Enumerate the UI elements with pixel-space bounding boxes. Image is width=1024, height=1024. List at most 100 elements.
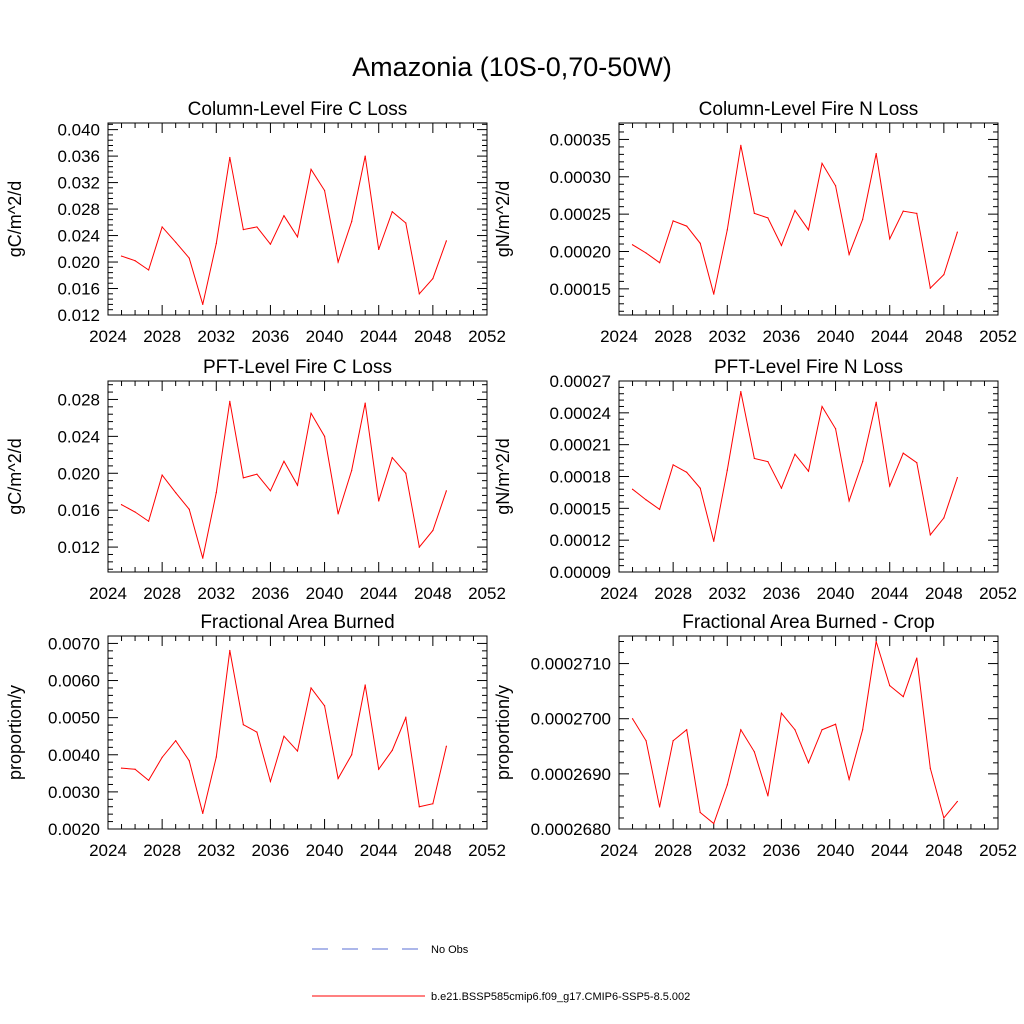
data-point [364,155,366,157]
data-point [351,754,353,756]
y-tick-label: 0.00009 [550,563,611,582]
data-point [269,243,272,245]
data-point [269,490,272,492]
data-point [391,456,393,459]
data-point [364,402,366,404]
data-point [686,729,688,731]
data-point [929,767,931,769]
y-tick-label: 0.00012 [550,531,611,550]
data-point [229,400,231,402]
data-point [713,293,715,295]
data-point [432,277,434,280]
data-point [862,461,864,463]
panels: Column-Level Fire C Loss 2024 2028 2032 2036… [5,99,1017,860]
legend: No Obs b.e21.BSSP585cmip6.f09_g17.CMIP6-… [312,944,690,1003]
y-tick-label: 0.032 [57,174,100,193]
data-point [659,262,661,264]
x-tick-label: 2052 [979,327,1017,346]
chart-panel-5: Fractional Area Burned 2024 2028 2032 2036 20… [5,612,506,860]
y-tick-label: 0.020 [57,464,100,483]
data-point [161,226,163,228]
plot-frame [107,122,488,316]
data-point [378,768,380,770]
plot-frame [107,635,488,830]
data-point [310,412,312,414]
data-point [631,244,634,246]
panel-title: Fractional Area Burned - Crop [682,612,934,633]
data-point [645,499,647,501]
y-axis-label: proportion/y [493,685,513,780]
data-point [821,162,823,164]
data-point [161,756,163,758]
data-point [956,800,958,803]
y-axis-label: gC/m^2/d [5,181,25,257]
data-point [445,490,447,492]
data-point [699,811,701,814]
data-point [753,457,755,460]
data-point [875,640,877,643]
data-point [943,517,945,519]
data-point [296,484,299,486]
data-point [834,185,837,187]
x-tick-label: 2040 [817,327,855,346]
x-tick-label: 2028 [654,327,692,346]
data-point [672,220,674,222]
x-tick-label: 2028 [654,841,692,860]
x-tick-label: 2044 [360,584,398,603]
y-tick-label: 0.012 [57,538,100,557]
data-point [418,293,420,295]
chart-panel-4: PFT-Level Fire N Loss 2024 2028 2032 2036 204… [493,357,1017,603]
data-point [120,504,123,506]
data-point [391,211,393,213]
data-point [188,508,190,510]
data-point [202,303,204,306]
legend-label-no-obs: No Obs [431,944,469,956]
y-tick-label: 0.024 [57,427,100,446]
y-tick-label: 0.00025 [550,205,611,224]
x-tick-label: 2044 [360,841,398,860]
data-point [753,751,755,753]
x-tick-label: 2044 [871,584,909,603]
y-tick-label: 0.040 [57,121,100,140]
x-tick-label: 2040 [817,584,855,603]
data-point [916,212,918,214]
chart-panel-3: PFT-Level Fire C Loss 2024 2028 2032 2036 204… [5,357,506,603]
data-point [943,274,945,276]
data-point [848,253,850,256]
data-point [445,240,447,242]
panel-title: PFT-Level Fire N Loss [714,357,903,378]
data-point [229,156,231,159]
x-tick-label: 2036 [252,584,290,603]
x-tick-label: 2048 [414,841,452,860]
data-point [134,511,136,513]
data-point [175,740,177,742]
data-point [432,529,434,532]
data-point [780,712,783,714]
data-point [323,705,326,707]
data-point [740,144,742,147]
data-point [753,212,755,214]
data-point [229,649,231,652]
x-tick-label: 2040 [306,841,344,860]
data-point [672,464,674,466]
data-point [269,780,272,783]
data-point [780,487,783,489]
data-point [916,462,918,464]
data-point [134,260,136,262]
y-tick-label: 0.0020 [48,820,100,839]
data-point [740,729,742,731]
x-tick-label: 2044 [871,327,909,346]
y-tick-label: 0.0002710 [531,655,611,674]
panel-title: Fractional Area Burned [200,612,394,633]
y-tick-label: 0.0030 [48,783,100,802]
panel-title: PFT-Level Fire C Loss [203,357,392,378]
data-point [902,210,904,212]
data-point [780,244,783,247]
panel-title: Column-Level Fire C Loss [188,99,408,120]
x-tick-label: 2048 [414,584,452,603]
data-point [686,471,688,473]
figure-title: Amazonia (10S-0,70-50W) [352,52,672,82]
x-tick-label: 2028 [143,584,181,603]
y-tick-label: 0.00018 [550,468,611,487]
legend-label-model: b.e21.BSSP585cmip6.f09_g17.CMIP6-SSP5-8.… [431,991,690,1003]
